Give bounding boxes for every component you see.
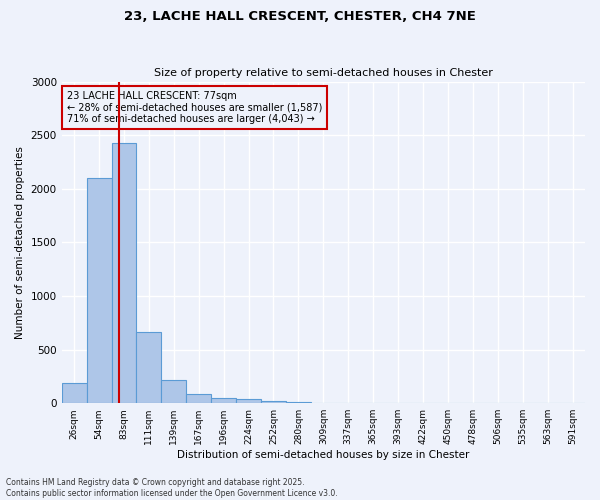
Bar <box>161 380 186 403</box>
Bar <box>62 384 86 403</box>
Bar <box>86 178 112 403</box>
Text: Contains HM Land Registry data © Crown copyright and database right 2025.
Contai: Contains HM Land Registry data © Crown c… <box>6 478 338 498</box>
Bar <box>311 402 336 403</box>
Bar <box>136 332 161 403</box>
Y-axis label: Number of semi-detached properties: Number of semi-detached properties <box>15 146 25 339</box>
Bar <box>286 402 311 403</box>
Bar <box>186 394 211 403</box>
Title: Size of property relative to semi-detached houses in Chester: Size of property relative to semi-detach… <box>154 68 493 78</box>
Text: 23, LACHE HALL CRESCENT, CHESTER, CH4 7NE: 23, LACHE HALL CRESCENT, CHESTER, CH4 7N… <box>124 10 476 23</box>
Bar <box>236 399 261 403</box>
Bar <box>261 400 286 403</box>
X-axis label: Distribution of semi-detached houses by size in Chester: Distribution of semi-detached houses by … <box>177 450 470 460</box>
Bar <box>112 142 136 403</box>
Text: 23 LACHE HALL CRESCENT: 77sqm
← 28% of semi-detached houses are smaller (1,587)
: 23 LACHE HALL CRESCENT: 77sqm ← 28% of s… <box>67 91 322 124</box>
Bar <box>211 398 236 403</box>
